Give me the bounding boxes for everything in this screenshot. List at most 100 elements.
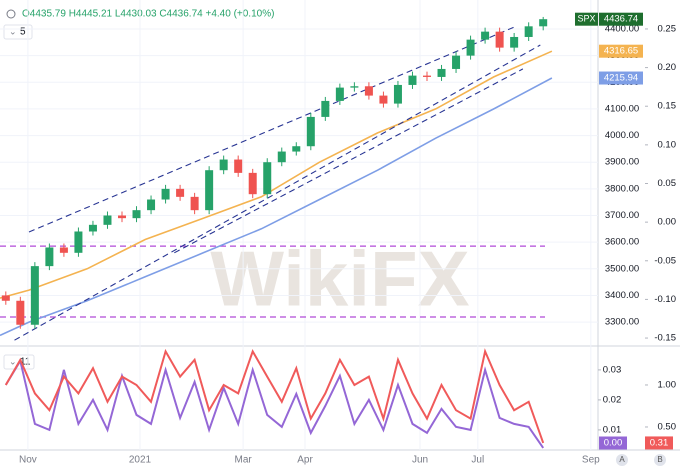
y2-tick-label: 0.25 bbox=[658, 23, 677, 34]
candle-body bbox=[466, 39, 475, 56]
x-tick-label: Jun bbox=[412, 455, 428, 466]
y-tick-label: 3300.00 bbox=[605, 317, 639, 328]
ohlc-header: O4435.79 H4445.21 L4430.03 C4436.74 +4.4… bbox=[22, 9, 274, 20]
footer-icon[interactable] bbox=[616, 454, 628, 466]
candle-body bbox=[45, 247, 54, 267]
trendline bbox=[174, 68, 524, 254]
candle-body bbox=[190, 196, 199, 211]
symbol-badge-box bbox=[575, 12, 598, 26]
dropdown-icon[interactable]: ⌄ bbox=[9, 26, 17, 36]
candle-body bbox=[147, 199, 156, 211]
price-badge-box bbox=[599, 12, 643, 26]
trendline bbox=[28, 26, 515, 233]
candle-body bbox=[234, 159, 243, 173]
y2-tick-label: 0.20 bbox=[658, 62, 677, 73]
y2-tick-label: 0.10 bbox=[658, 139, 677, 150]
symbol-badge: SPX bbox=[577, 14, 595, 24]
indicator-badge-box bbox=[645, 436, 673, 450]
y-tick-label: 4100.00 bbox=[605, 103, 639, 114]
x-tick-label: Jul bbox=[471, 455, 484, 466]
indicator-badge: 0.31 bbox=[650, 437, 669, 448]
candle-body bbox=[379, 95, 388, 104]
x-tick-label: 2021 bbox=[129, 455, 152, 466]
y-tick-label: 3700.00 bbox=[605, 210, 639, 221]
candle-body bbox=[219, 159, 228, 171]
indicator-tick-label: 0.03 bbox=[603, 364, 622, 375]
candle-body bbox=[132, 210, 141, 219]
moving-average bbox=[0, 77, 553, 337]
candle-body bbox=[495, 31, 504, 48]
candle-body bbox=[292, 146, 301, 152]
footer-icon-label: B bbox=[657, 455, 662, 464]
indicator-y2-tick-label: 1.00 bbox=[658, 379, 677, 390]
footer-icon-label: A bbox=[619, 455, 625, 464]
indicator-line bbox=[4, 358, 545, 449]
indicator-line bbox=[4, 348, 545, 444]
candle-body bbox=[103, 215, 112, 225]
indicator-badge: 0.00 bbox=[604, 438, 623, 449]
watermark: WikiFX bbox=[210, 235, 469, 323]
candle-body bbox=[277, 151, 286, 163]
indicator-y2-tick-label: 0.50 bbox=[658, 421, 677, 432]
candle-body bbox=[524, 26, 533, 37]
plot-area bbox=[0, 0, 598, 450]
candle-body bbox=[335, 87, 344, 101]
y-tick-label: 3500.00 bbox=[605, 263, 639, 274]
status-icon[interactable] bbox=[6, 9, 16, 19]
y2-tick-label: 0.05 bbox=[658, 178, 677, 189]
candle-body bbox=[248, 172, 257, 195]
trendline bbox=[14, 44, 541, 341]
y2-tick-label: -0.10 bbox=[654, 294, 676, 305]
y-tick-label: 4000.00 bbox=[605, 130, 639, 141]
candle-body bbox=[88, 224, 97, 232]
y2-tick-label: -0.15 bbox=[654, 333, 676, 344]
candle-body bbox=[118, 215, 126, 219]
x-tick-label: Sep bbox=[582, 455, 600, 466]
candle-body bbox=[539, 19, 548, 27]
indicator-tick-label: 0.02 bbox=[603, 394, 622, 405]
candle-body bbox=[161, 188, 170, 200]
candle-body bbox=[321, 100, 330, 117]
x-tick-label: Mar bbox=[235, 455, 253, 466]
candle-body bbox=[481, 31, 490, 40]
indicator-badge-box bbox=[599, 436, 627, 450]
interval-label: 5 bbox=[20, 27, 26, 38]
candle-body bbox=[30, 266, 39, 325]
dropdown-icon[interactable]: ⌄ bbox=[9, 356, 17, 366]
candle-body bbox=[306, 116, 315, 147]
y2-tick-label: 0.15 bbox=[658, 101, 677, 112]
ma-badge-box bbox=[599, 71, 643, 85]
y-tick-label: 3900.00 bbox=[605, 157, 639, 168]
moving-average bbox=[0, 50, 553, 299]
candle-body bbox=[452, 55, 461, 69]
footer-icon[interactable] bbox=[654, 454, 666, 466]
candle-body bbox=[205, 170, 214, 211]
x-tick-label: Apr bbox=[297, 455, 313, 466]
candle-body bbox=[510, 36, 519, 48]
indicator-tick-label: 0.01 bbox=[603, 424, 622, 435]
overlay: Nov 2021 Mar Apr Jun Jul Sep 3300.00 3400.00 3500… bbox=[19, 12, 677, 466]
ma-badge-box bbox=[599, 44, 643, 58]
candle-body bbox=[16, 300, 25, 325]
candle-body bbox=[1, 295, 10, 301]
y-tick-label: 3800.00 bbox=[605, 183, 639, 194]
candle-body bbox=[437, 68, 446, 77]
indicator-label: 11 bbox=[20, 357, 31, 368]
candle-body bbox=[423, 75, 431, 77]
candle-body bbox=[408, 75, 417, 85]
y-tick-label: 3400.00 bbox=[605, 290, 639, 301]
candle-body bbox=[364, 86, 373, 96]
candle-body bbox=[74, 231, 83, 253]
y2-tick-label: -0.05 bbox=[654, 255, 676, 266]
candle-body bbox=[263, 162, 272, 195]
candle-body bbox=[393, 84, 402, 104]
x-tick-label: Nov bbox=[19, 455, 37, 466]
ma-badge: 4316.65 bbox=[604, 46, 638, 57]
candle-body bbox=[176, 188, 185, 197]
candle-body bbox=[59, 247, 68, 253]
ma-badge: 4215.94 bbox=[604, 73, 638, 84]
price-badge: 4436.74 bbox=[604, 14, 638, 25]
y2-tick-label: 0.00 bbox=[658, 217, 677, 228]
candle-body bbox=[350, 86, 359, 88]
